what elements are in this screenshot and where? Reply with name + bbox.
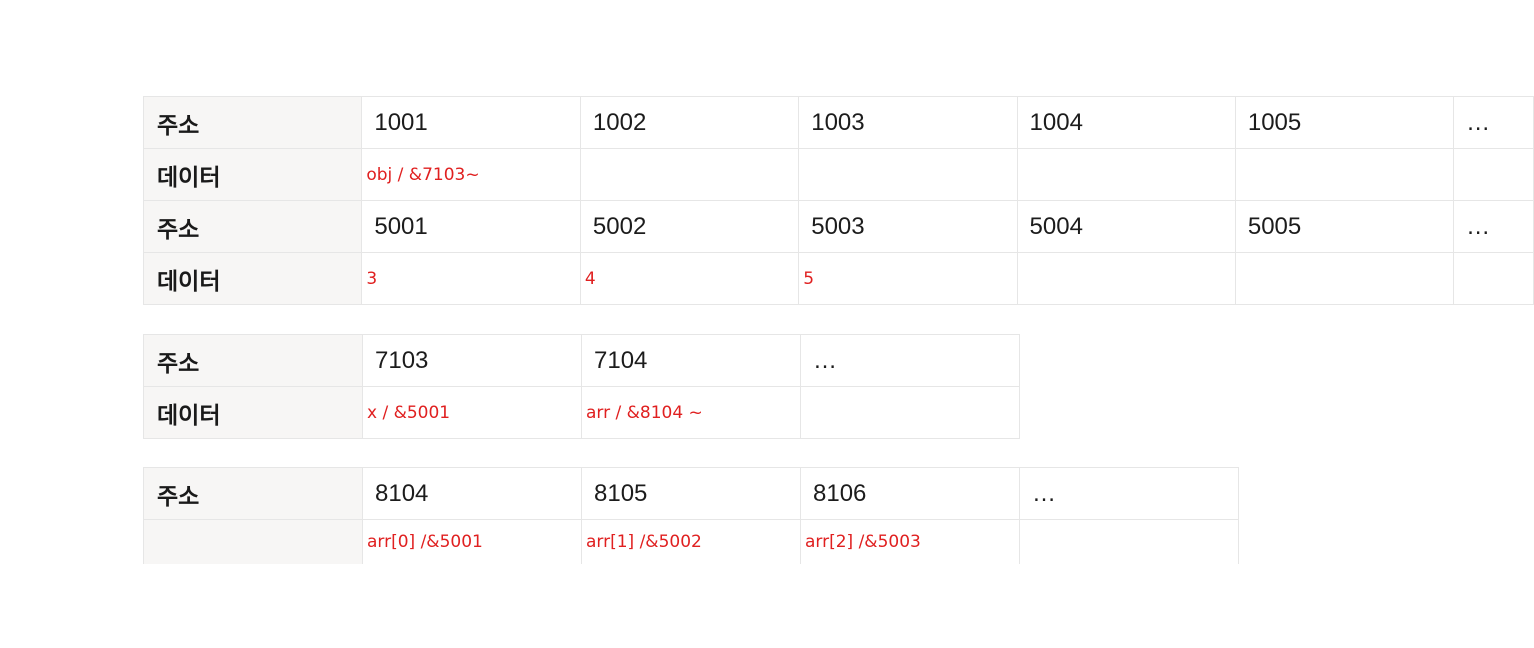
address-cell: 1005 [1234,96,1455,149]
data-cell [800,386,1020,439]
data-cell: obj / &7103~ [361,148,581,201]
data-cell: arr[2] /&5003 [800,519,1020,564]
address-row: 주소 8104 8105 8106 … [143,467,1239,520]
address-cell: 8104 [362,467,582,520]
data-label: 데이터 [143,386,363,439]
data-cell: x / &5001 [362,386,582,439]
address-ellipsis: … [1453,96,1534,149]
data-cell [1453,148,1534,201]
address-cell: 1001 [361,96,581,149]
address-row: 주소 7103 7104 … [143,334,1020,387]
address-cell: 5002 [579,200,800,253]
address-cell: 8106 [800,467,1020,520]
data-cell: arr[1] /&5002 [581,519,801,564]
memory-table-3: 주소 8104 8105 8106 … arr[0] /&5001 arr[1]… [143,467,1239,564]
address-label: 주소 [142,200,363,253]
address-cell: 7104 [581,334,801,387]
data-row: 데이터 3 4 5 [142,252,1534,305]
address-cell: 8105 [581,467,801,520]
data-cell: 3 [361,252,581,305]
data-cell [1019,519,1239,564]
address-label: 주소 [142,96,363,149]
data-label-empty [143,519,363,564]
address-row: 주소 5001 5002 5003 5004 5005 … [142,200,1534,253]
address-cell: 5005 [1234,200,1455,253]
address-ellipsis: … [1453,200,1534,253]
address-ellipsis: … [1019,467,1239,520]
data-cell [1016,148,1236,201]
data-cell [798,148,1018,201]
address-ellipsis: … [800,334,1020,387]
data-cell: 5 [798,252,1018,305]
data-cell: arr[0] /&5001 [362,519,582,564]
data-cell [1453,252,1534,305]
data-row: arr[0] /&5001 arr[1] /&5002 arr[2] /&500… [143,519,1239,564]
address-row: 주소 1001 1002 1003 1004 1005 … [142,96,1534,149]
address-cell: 5003 [798,200,1018,253]
address-cell: 1002 [579,96,800,149]
data-label: 데이터 [142,148,363,201]
address-cell: 5001 [361,200,581,253]
data-cell [1234,252,1455,305]
data-label: 데이터 [142,252,363,305]
memory-table-1: 주소 1001 1002 1003 1004 1005 … 데이터 obj / … [142,96,1534,305]
data-cell: 4 [579,252,800,305]
data-row: 데이터 x / &5001 arr / &8104 ~ [143,386,1020,439]
address-cell: 1004 [1016,96,1236,149]
data-cell: arr / &8104 ~ [581,386,801,439]
memory-table-2: 주소 7103 7104 … 데이터 x / &5001 arr / &8104… [143,334,1020,439]
data-cell [579,148,800,201]
data-cell [1016,252,1236,305]
address-label: 주소 [143,334,363,387]
address-cell: 7103 [362,334,582,387]
data-cell [1234,148,1455,201]
data-row: 데이터 obj / &7103~ [142,148,1534,201]
address-cell: 5004 [1016,200,1236,253]
address-label: 주소 [143,467,363,520]
address-cell: 1003 [798,96,1018,149]
